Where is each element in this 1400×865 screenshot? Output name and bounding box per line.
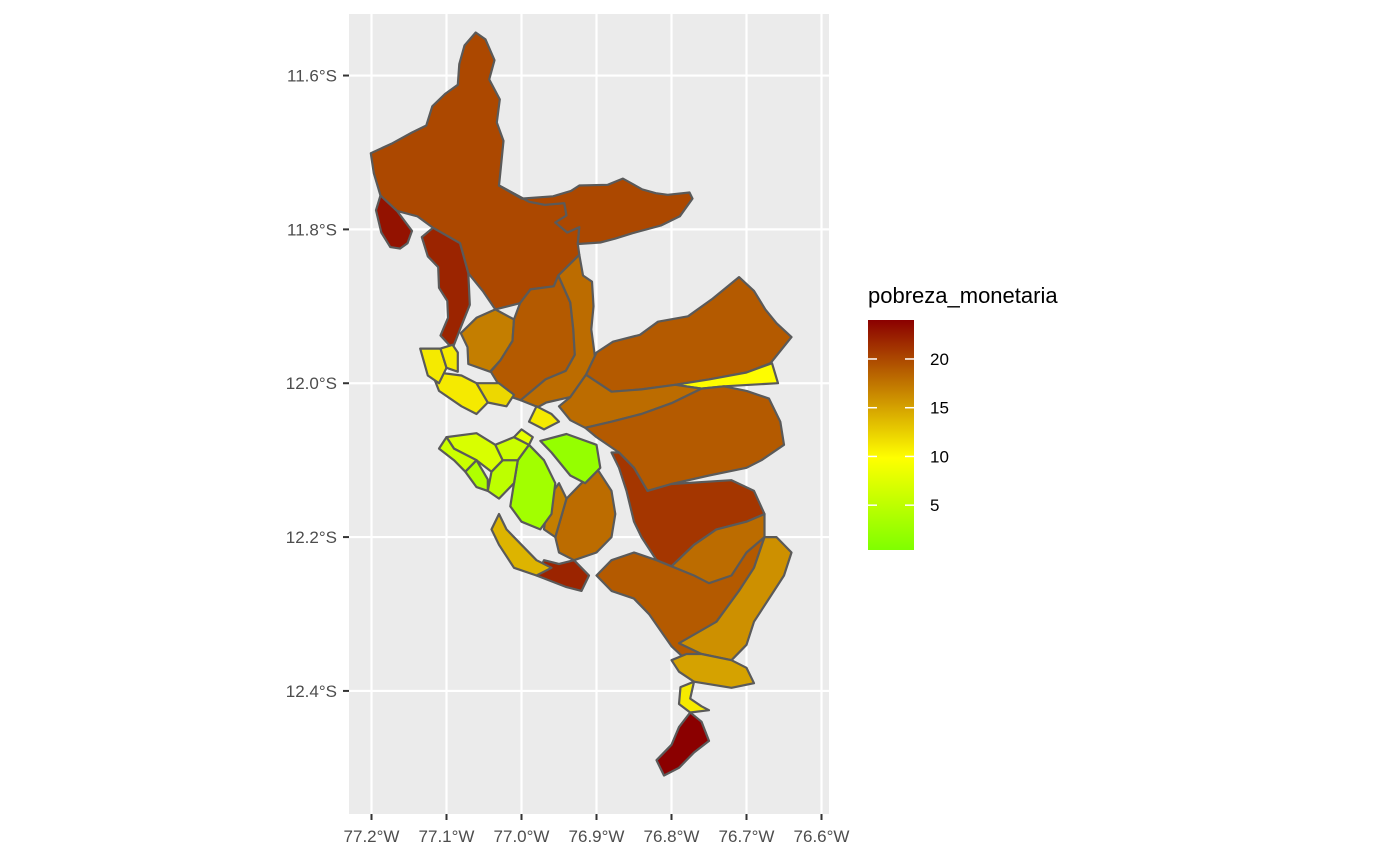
y-tick-label: 12.0°S bbox=[286, 374, 337, 393]
district-polygon bbox=[527, 405, 561, 431]
district-layer bbox=[369, 31, 793, 777]
district-polygon bbox=[437, 436, 478, 473]
district-polygon bbox=[519, 253, 597, 409]
y-tick-label: 11.6°S bbox=[287, 67, 337, 86]
color-legend: pobreza_monetaria 5 10 15 20 bbox=[868, 283, 1058, 550]
legend-title: pobreza_monetaria bbox=[868, 283, 1058, 308]
district-polygon bbox=[655, 711, 711, 777]
district-polygon bbox=[677, 680, 711, 714]
district-polygon bbox=[439, 343, 459, 373]
x-tick-label: 76.6°W bbox=[794, 827, 850, 846]
y-tick-label: 12.4°S bbox=[286, 682, 337, 701]
district-polygon bbox=[430, 370, 489, 416]
x-tick-label: 77.2°W bbox=[344, 827, 400, 846]
legend-tick-label: 10 bbox=[930, 447, 949, 466]
y-tick-label: 12.2°S bbox=[286, 528, 337, 547]
legend-colorbar bbox=[868, 320, 914, 550]
district-polygon bbox=[512, 428, 534, 446]
district-polygon bbox=[420, 226, 471, 350]
legend-ticks: 5 10 15 20 bbox=[868, 350, 949, 515]
district-polygon bbox=[497, 177, 694, 246]
district-polygon bbox=[494, 436, 531, 462]
y-axis: 11.6°S 11.8°S 12.0°S 12.2°S 12.4°S bbox=[286, 67, 349, 701]
district-polygon bbox=[670, 652, 756, 689]
x-axis: 77.2°W 77.1°W 77.0°W 76.9°W 76.8°W 76.7°W 76.6… bbox=[344, 814, 850, 846]
district-polygon bbox=[539, 432, 602, 485]
legend-tick-label: 5 bbox=[930, 496, 939, 515]
x-tick-label: 76.7°W bbox=[719, 827, 775, 846]
x-tick-label: 76.9°W bbox=[569, 827, 625, 846]
district-polygon bbox=[475, 382, 516, 408]
x-tick-label: 77.0°W bbox=[494, 827, 550, 846]
district-polygon bbox=[419, 347, 448, 385]
district-polygon bbox=[374, 194, 414, 250]
district-polygon bbox=[490, 512, 553, 577]
legend-tick-label: 15 bbox=[930, 399, 949, 418]
x-tick-label: 77.1°W bbox=[419, 827, 475, 846]
x-tick-label: 76.8°W bbox=[644, 827, 700, 846]
legend-tick-label: 20 bbox=[930, 350, 949, 369]
y-tick-label: 11.8°S bbox=[287, 220, 337, 239]
